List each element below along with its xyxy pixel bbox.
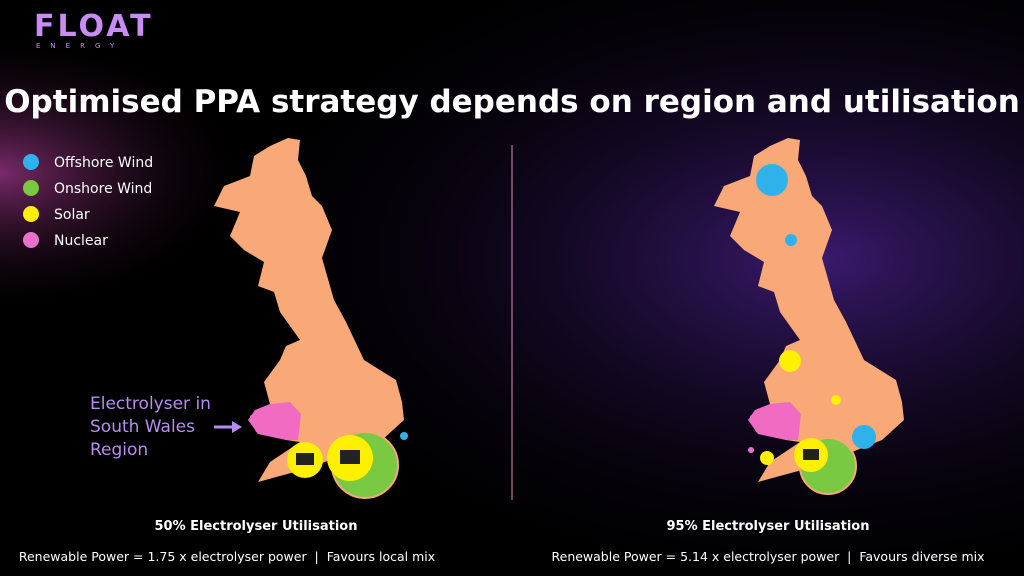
title: Optimised PPA strategy depends on region… — [4, 84, 1020, 120]
legend-label: Onshore Wind — [54, 181, 152, 197]
map-caption: 50% Electrolyser Utilisation — [155, 519, 358, 534]
map-left — [214, 138, 408, 499]
annotation-line: Electrolyser in — [90, 394, 211, 414]
legend-swatch — [23, 232, 39, 248]
map-right-bubbles — [748, 162, 876, 495]
legend-label: Offshore Wind — [54, 155, 153, 171]
annotation-line: Region — [90, 440, 148, 460]
legend: Offshore Wind Onshore Wind Solar Nuclear — [23, 154, 153, 249]
annotation: Electrolyser in South Wales Region — [90, 394, 242, 460]
annotation-line: South Wales — [90, 417, 195, 437]
map-subtitle: Renewable Power = 1.75 x electrolyser po… — [19, 549, 435, 564]
arrow-head — [232, 421, 242, 433]
legend-swatch — [23, 180, 39, 196]
logo: FLOAT — [34, 9, 154, 44]
legend-swatch — [23, 206, 39, 222]
legend-swatch — [23, 154, 39, 170]
map-caption: 95% Electrolyser Utilisation — [667, 519, 870, 534]
legend-label: Solar — [54, 207, 90, 223]
logo-tagline: ENERGY — [36, 42, 124, 50]
map-subtitle: Renewable Power = 5.14 x electrolyser po… — [552, 549, 985, 564]
legend-label: Nuclear — [54, 233, 108, 249]
